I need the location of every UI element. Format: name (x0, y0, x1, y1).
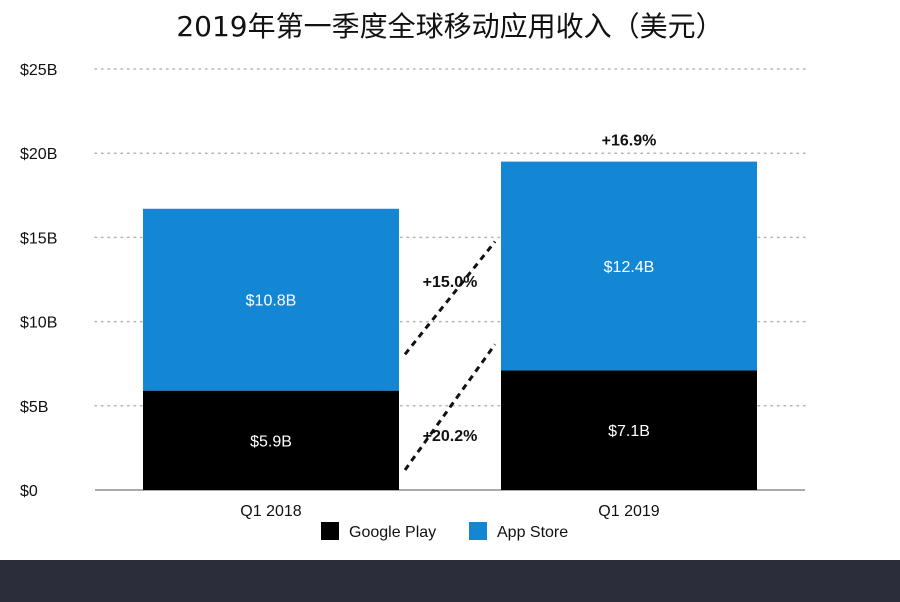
connector-app-store (403, 240, 497, 356)
x-tick-label-1: Q1 2019 (598, 503, 659, 520)
data-label-google-play-0: $5.9B (250, 433, 292, 450)
data-label-app-store-0: $10.8B (246, 293, 297, 310)
bottom-bar (0, 560, 900, 602)
legend-label-google-play: Google Play (349, 524, 436, 541)
bar-app-store-q1-2018 (143, 208, 399, 391)
legend-label-app-store: App Store (497, 524, 568, 541)
stacked-bar-chart: 2019年第一季度全球移动应用收入（美元） $0 $5B $10B $15B $20B $… (20, 10, 806, 541)
y-tick-label-0: $0 (20, 483, 38, 500)
growth-label-google-play: +20.2% (423, 428, 478, 445)
chart-title: 2019年第一季度全球移动应用收入（美元） (176, 10, 723, 43)
legend-swatch-app-store (469, 522, 487, 540)
chart: 2019年第一季度全球移动应用收入（美元） $0 $5B $10B $15B $20B $… (20, 10, 806, 541)
data-label-google-play-1: $7.1B (608, 423, 650, 440)
legend-swatch-google-play (321, 522, 339, 540)
y-tick-label-25: $25B (20, 62, 57, 79)
y-tick-label-5: $5B (20, 399, 48, 416)
x-tick-label-0: Q1 2018 (240, 503, 301, 520)
growth-label-app-store: +15.0% (423, 274, 478, 291)
bar-google-play-q1-2019 (501, 370, 757, 490)
growth-label-total: +16.9% (602, 133, 657, 150)
y-tick-label-15: $15B (20, 230, 57, 247)
y-tick-label-10: $10B (20, 315, 57, 332)
bar-google-play-q1-2018 (143, 390, 399, 490)
bar-app-store-q1-2019 (501, 161, 757, 371)
y-tick-label-20: $20B (20, 146, 57, 163)
connector-google-play (403, 343, 497, 471)
data-label-app-store-1: $12.4B (604, 259, 655, 276)
